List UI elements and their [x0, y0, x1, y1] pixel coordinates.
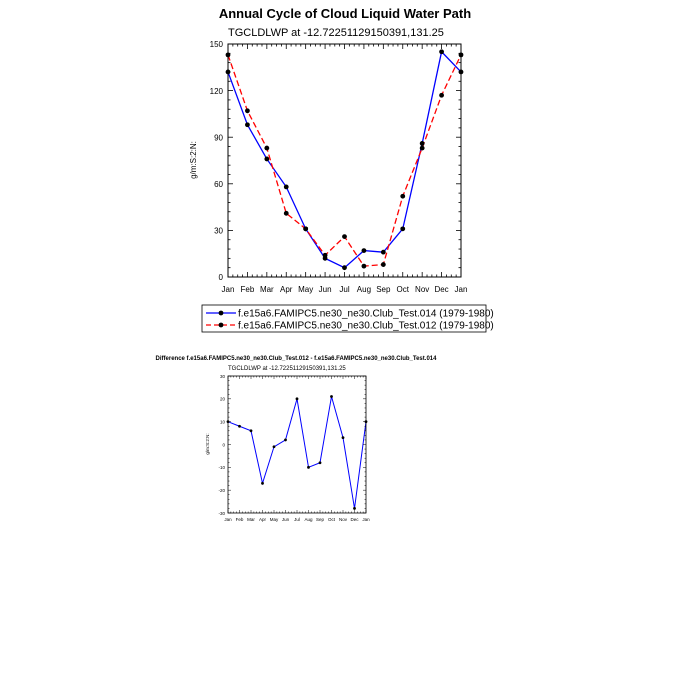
annual-cycle-chart: Annual Cycle of Cloud Liquid Water Path … — [189, 6, 494, 333]
y-tick-label: 150 — [210, 40, 224, 49]
x-tick-label: Oct — [397, 285, 410, 294]
x-tick-label: Jun — [319, 285, 332, 294]
y-tick-label: -10 — [218, 465, 225, 470]
x-tick-label: Dec — [434, 285, 448, 294]
y-tick-label: 60 — [214, 180, 223, 189]
series-1-point — [380, 249, 386, 255]
y-tick-label: 0 — [219, 273, 224, 282]
series-1-point — [261, 481, 264, 485]
series-2-point — [380, 262, 386, 267]
y-axis-label: g/m:S:2:N: — [205, 433, 210, 454]
series-1-point — [284, 438, 287, 442]
x-tick-label: Mar — [247, 517, 255, 522]
x-tick-label: Feb — [241, 285, 255, 294]
series-1-point — [353, 507, 356, 510]
series-2-point — [361, 263, 367, 269]
y-tick-label: 30 — [214, 227, 223, 236]
series-1-point — [295, 397, 299, 401]
plot-frame — [227, 375, 367, 514]
series-1-point — [245, 122, 250, 128]
series-1-point — [341, 436, 345, 440]
x-tick-label: Jul — [339, 285, 349, 294]
x-tick-label: Nov — [339, 517, 348, 522]
series-2-point — [439, 92, 444, 98]
series-1-point — [342, 265, 347, 271]
chart-title: Annual Cycle of Cloud Liquid Water Path — [219, 6, 471, 21]
series-2-point — [419, 145, 425, 151]
series-1-point — [439, 49, 444, 55]
series-1-point — [361, 248, 367, 253]
series-1-point — [283, 184, 289, 190]
series-1-point — [330, 395, 333, 398]
series-1-point — [249, 429, 253, 433]
series-2-point — [264, 145, 270, 151]
y-tick-label: -20 — [218, 488, 225, 493]
series-1-point — [318, 461, 322, 465]
x-tick-label: Feb — [236, 517, 244, 522]
x-tick-label: Apr — [280, 285, 293, 294]
y-tick-label: 90 — [214, 133, 223, 142]
x-tick-label: May — [298, 285, 313, 294]
x-tick-label: Jan — [222, 285, 235, 294]
series-1-point — [400, 226, 406, 232]
series-1-point — [307, 465, 310, 469]
series-2-point — [400, 193, 406, 199]
y-axis-label: g/m:S:2:N: — [189, 141, 198, 179]
legend-marker-2 — [218, 322, 224, 328]
x-tick-label: Jul — [294, 517, 300, 522]
x-tick-label: Dec — [350, 517, 359, 522]
legend-marker-1 — [218, 310, 224, 316]
x-tick-label: Sep — [376, 285, 391, 294]
x-tick-label: Aug — [304, 517, 313, 522]
difference-chart: Difference f.e15a6.FAMIPC5.ne30_ne30.Clu… — [156, 356, 438, 522]
y-tick-label: 30 — [220, 374, 226, 379]
series-2-point — [342, 234, 347, 240]
x-tick-label: Jan — [362, 517, 370, 522]
plot-frame — [227, 43, 462, 278]
y-tick-label: -30 — [218, 511, 225, 516]
x-tick-label: Sep — [316, 517, 325, 522]
chart-title: Difference f.e15a6.FAMIPC5.ne30_ne30.Clu… — [156, 356, 438, 362]
x-tick-label: Jun — [282, 517, 290, 522]
series-2-point — [245, 108, 250, 114]
x-tick-label: Jan — [455, 285, 468, 294]
x-tick-label: Oct — [328, 517, 336, 522]
x-tick-label: Aug — [357, 285, 371, 294]
y-tick-label: 20 — [220, 397, 226, 402]
series-1-point — [272, 445, 276, 449]
series-1-point — [238, 424, 241, 428]
legend-box — [201, 304, 487, 333]
y-tick-label: 10 — [220, 419, 226, 424]
y-tick-label: 0 — [222, 442, 225, 447]
series-1-point — [264, 156, 270, 162]
legend-label-1: f.e15a6.FAMIPC5.ne30_ne30.Club_Test.014 … — [238, 309, 494, 320]
x-tick-label: Mar — [260, 285, 274, 294]
series-line-1 — [227, 396, 367, 509]
series-2-point — [322, 252, 328, 258]
x-tick-label: May — [270, 517, 279, 522]
y-tick-label: 120 — [210, 87, 224, 96]
legend: f.e15a6.FAMIPC5.ne30_ne30.Club_Test.014 … — [201, 304, 494, 333]
legend-label-2: f.e15a6.FAMIPC5.ne30_ne30.Club_Test.012 … — [238, 321, 494, 332]
series-1-point — [419, 141, 425, 146]
chart-subtitle: TGCLDLWP at -12.72251129150391,131.25 — [228, 366, 346, 372]
x-tick-label: Nov — [415, 285, 429, 294]
series-2-point — [303, 226, 309, 232]
chart-subtitle: TGCLDLWP at -12.72251129150391,131.25 — [228, 27, 444, 39]
x-tick-label: Jan — [224, 517, 232, 522]
x-tick-label: Apr — [259, 517, 267, 522]
series-2-point — [283, 210, 289, 216]
